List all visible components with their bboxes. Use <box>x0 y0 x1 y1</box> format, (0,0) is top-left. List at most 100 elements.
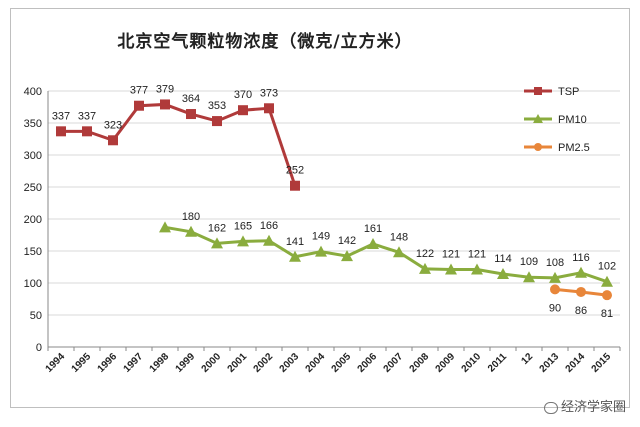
data-point-pm10 <box>159 221 171 233</box>
x-tick-label: 2009 <box>434 351 458 375</box>
data-label-pm10: 114 <box>494 253 512 265</box>
x-tick-label: 2007 <box>382 351 406 375</box>
data-label-pm25: 81 <box>601 308 613 320</box>
data-point-pm10 <box>419 262 431 274</box>
data-label-pm10: 161 <box>364 223 382 235</box>
data-label-pm10: 165 <box>234 220 252 232</box>
chart-frame <box>10 8 630 408</box>
x-tick-label: 1996 <box>96 351 120 375</box>
data-label-tsp: 364 <box>182 93 200 105</box>
x-tick-label: 1995 <box>70 351 94 375</box>
data-point-tsp <box>290 180 300 191</box>
legend-marker-pm10 <box>533 114 543 123</box>
data-label-tsp: 379 <box>156 83 174 95</box>
legend-label-pm10: PM10 <box>558 114 587 126</box>
watermark: 经济学家圈 <box>543 396 626 415</box>
y-tick-label: 400 <box>24 86 42 98</box>
x-tick-label: 2005 <box>330 351 354 375</box>
data-point-tsp <box>56 126 66 137</box>
data-point-pm10 <box>185 225 197 237</box>
y-tick-label: 0 <box>36 342 42 354</box>
data-point-tsp <box>238 105 248 116</box>
data-point-pm10 <box>445 263 457 275</box>
watermark-text: 经济学家圈 <box>560 400 626 415</box>
y-tick-label: 300 <box>24 150 42 162</box>
data-point-pm10 <box>341 250 353 262</box>
series-line-tsp <box>61 102 297 187</box>
x-tick-label: 2000 <box>200 351 224 375</box>
data-point-pm10 <box>575 266 587 278</box>
data-point-pm10 <box>367 237 379 249</box>
legend-label-tsp: TSP <box>558 86 579 98</box>
x-tick-label: 2010 <box>460 351 484 375</box>
data-point-pm25 <box>602 290 612 301</box>
y-tick-label: 250 <box>24 182 42 194</box>
x-tick-label: 1997 <box>122 351 146 375</box>
data-label-pm10: 109 <box>520 256 538 268</box>
data-point-pm10 <box>315 245 327 257</box>
x-tick-label: 1999 <box>174 351 198 375</box>
x-tick-label: 12 <box>519 351 535 367</box>
x-tick-label: 2006 <box>356 351 380 375</box>
y-tick-label: 350 <box>24 118 42 130</box>
data-point-pm10 <box>471 263 483 275</box>
x-tick-label: 2001 <box>226 351 250 375</box>
data-point-pm10 <box>289 250 301 262</box>
data-point-tsp <box>108 135 118 146</box>
data-label-pm10: 148 <box>390 231 408 243</box>
data-point-pm25 <box>576 286 586 297</box>
data-label-pm10: 121 <box>468 249 486 261</box>
legend-label-pm25: PM2.5 <box>558 142 590 154</box>
data-point-pm10 <box>263 234 275 246</box>
data-point-pm10 <box>549 271 561 283</box>
x-tick-label: 2004 <box>304 351 328 375</box>
chat-bubble-icon <box>543 401 558 414</box>
data-label-tsp: 337 <box>52 110 70 122</box>
x-tick-label: 1994 <box>44 351 68 375</box>
data-label-pm10: 116 <box>572 252 590 264</box>
data-label-pm10: 180 <box>182 211 200 223</box>
data-label-pm10: 166 <box>260 220 278 232</box>
data-label-tsp: 337 <box>78 110 96 122</box>
data-label-pm25: 86 <box>575 305 587 317</box>
data-point-pm10 <box>497 268 509 280</box>
x-tick-label: 2015 <box>590 351 614 375</box>
data-point-tsp <box>160 99 170 110</box>
data-point-tsp <box>134 100 144 111</box>
data-point-pm10 <box>393 246 405 258</box>
data-label-pm10: 162 <box>208 222 226 234</box>
data-label-pm10: 121 <box>442 249 460 261</box>
data-label-pm10: 122 <box>416 248 434 260</box>
x-tick-label: 2008 <box>408 351 432 375</box>
x-tick-label: 2003 <box>278 351 302 375</box>
data-label-pm10: 141 <box>286 236 304 248</box>
data-label-tsp: 353 <box>208 100 226 112</box>
data-label-tsp: 252 <box>286 165 304 177</box>
data-point-pm10 <box>601 275 613 287</box>
x-tick-label: 2014 <box>564 351 588 375</box>
data-label-pm25: 90 <box>549 302 561 314</box>
data-point-tsp <box>82 126 92 137</box>
data-point-pm10 <box>211 237 223 249</box>
y-tick-label: 150 <box>24 246 42 258</box>
data-point-tsp <box>212 116 222 127</box>
data-label-pm10: 149 <box>312 231 330 243</box>
data-label-pm10: 142 <box>338 235 356 247</box>
y-tick-label: 100 <box>24 278 42 290</box>
series-line-pm10 <box>164 225 608 284</box>
data-label-pm10: 108 <box>546 257 564 269</box>
data-point-pm10 <box>237 235 249 247</box>
data-label-tsp: 373 <box>260 87 278 99</box>
x-tick-label: 2002 <box>252 351 276 375</box>
data-label-tsp: 370 <box>234 89 252 101</box>
data-label-tsp: 323 <box>104 119 122 131</box>
data-point-pm25 <box>550 284 560 295</box>
y-tick-label: 50 <box>30 310 42 322</box>
y-tick-label: 200 <box>24 214 42 226</box>
x-tick-label: 2013 <box>538 351 562 375</box>
data-label-tsp: 377 <box>130 85 148 97</box>
chart-title: 北京空气颗粒物浓度（微克/立方米） <box>117 32 413 52</box>
data-label-pm10: 102 <box>598 261 616 273</box>
data-point-pm10 <box>523 271 535 283</box>
